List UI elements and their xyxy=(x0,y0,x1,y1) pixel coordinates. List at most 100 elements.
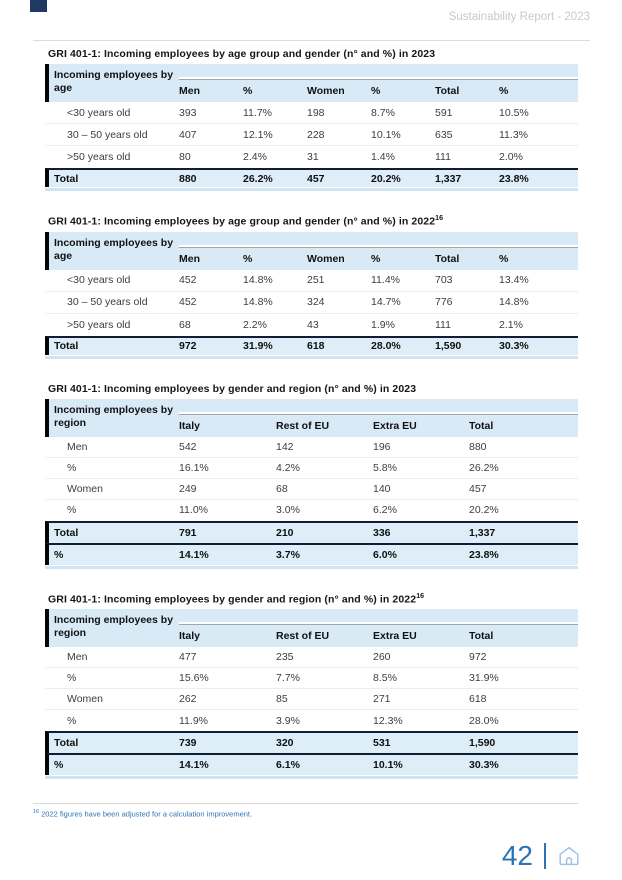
table-row: % 11.0% 3.0% 6.2% 20.2% xyxy=(45,500,578,521)
table-title: GRI 401-1: Incoming employees by age gro… xyxy=(48,48,436,60)
column-header: Extra EU xyxy=(373,630,417,642)
table-row: 30 – 50 years old 452 14.8% 324 14.7% 776 14.8… xyxy=(45,292,578,314)
column-header: Total xyxy=(469,419,494,432)
table-cell: 28.0% xyxy=(371,340,401,352)
table-cell: 457 xyxy=(307,172,325,185)
table: Incoming employees by region Italy Rest of… xyxy=(45,398,578,569)
table-cell: 3.0% xyxy=(276,504,300,516)
row-label: Total xyxy=(54,172,79,185)
table-cell: 20.2% xyxy=(469,504,499,516)
row-label: Women xyxy=(67,693,103,705)
column-header: % xyxy=(499,252,509,265)
table-cell: 142 xyxy=(276,440,294,453)
table-cell: 14.8% xyxy=(243,296,273,308)
table-cell: 10.1% xyxy=(371,128,401,141)
table-cell: 1,337 xyxy=(469,526,496,539)
header-divider xyxy=(179,64,578,80)
table-cell: 1,590 xyxy=(435,340,462,352)
row-label: 30 – 50 years old xyxy=(67,296,148,308)
table: Incoming employees by age Men% Women% Total… xyxy=(45,64,578,191)
table-header-columns: Italy Rest of EU Extra EU Total xyxy=(179,609,578,647)
footnote: 16 2022 figures have been adjusted for a … xyxy=(33,809,578,819)
table-cell: 8.7% xyxy=(371,106,395,119)
home-icon[interactable] xyxy=(557,845,581,867)
table-cell: 11.9% xyxy=(179,714,208,727)
table-header-columns: Men% Women% Total% xyxy=(179,232,578,270)
report-title: Sustainability Report - 2023 xyxy=(448,11,590,23)
table-cell: 111 xyxy=(435,151,451,163)
header-rule xyxy=(33,40,590,41)
table-cell: 880 xyxy=(179,172,197,185)
table-cell: 591 xyxy=(435,106,453,119)
row-label: Men xyxy=(67,651,88,663)
table-section-region-2023: GRI 401-1: Incoming employees by gender … xyxy=(33,383,578,569)
table-cell: 618 xyxy=(307,340,325,352)
total-row: Total 880 26.2% 457 20.2% 1,337 23.8% xyxy=(45,168,578,187)
row-label: Total xyxy=(54,340,79,352)
total-row: Total 739 320 531 1,590 xyxy=(45,731,578,753)
table-cell: 4.2% xyxy=(276,461,300,474)
footnote-marker: 16 xyxy=(33,809,40,815)
table-cell: 26.2% xyxy=(243,172,273,185)
column-headers: Italy Rest of EU Extra EU Total xyxy=(179,415,578,437)
total-row: Total 791 210 336 1,337 xyxy=(45,520,578,543)
table-cell: 271 xyxy=(373,693,391,705)
column-header: Italy xyxy=(179,419,201,432)
table-cell: 1.4% xyxy=(371,151,395,163)
title-footnote-marker: 16 xyxy=(435,215,444,222)
table-cell: 6.0% xyxy=(373,548,397,561)
column-headers: Men% Women% Total% xyxy=(179,80,578,102)
footer-separator xyxy=(544,843,546,869)
row-label: >50 years old xyxy=(67,318,131,331)
column-headers: Men% Women% Total% xyxy=(179,248,578,270)
table-cell: 262 xyxy=(179,693,197,705)
table-cell: 2.1% xyxy=(499,318,523,331)
table-cell: 457 xyxy=(469,482,487,495)
table-cell: 11.4% xyxy=(371,274,400,286)
table-cell: 542 xyxy=(179,440,197,453)
column-header: Women xyxy=(307,252,345,265)
table-cell: 31.9% xyxy=(469,672,499,684)
header-divider xyxy=(179,232,578,248)
row-label: % xyxy=(54,548,64,561)
table-cell: 14.1% xyxy=(179,759,209,771)
table-cell: 12.1% xyxy=(243,128,273,141)
table-cell: 235 xyxy=(276,651,294,663)
table-cell: 972 xyxy=(179,340,197,352)
table-cell: 1.9% xyxy=(371,318,395,331)
column-header: Men xyxy=(179,85,200,97)
table-section-region-2022: GRI 401-1: Incoming employees by gender … xyxy=(33,593,578,780)
table-cell: 1,337 xyxy=(435,172,462,185)
table-cell: 320 xyxy=(276,737,294,749)
table-cell: 111 xyxy=(435,318,451,331)
table: Incoming employees by region Italy Rest of… xyxy=(45,609,578,779)
row-group-label: Incoming employees by age xyxy=(54,236,174,262)
column-header: % xyxy=(499,85,509,97)
table-cell: 10.5% xyxy=(499,106,529,119)
column-header: Rest of EU xyxy=(276,630,330,642)
table-cell: 14.7% xyxy=(371,296,401,308)
table-row: % 16.1% 4.2% 5.8% 26.2% xyxy=(45,458,578,479)
title-footnote-marker: 16 xyxy=(416,592,425,600)
table-row: Women 262 85 271 618 xyxy=(45,689,578,710)
table-cell: 2.2% xyxy=(243,318,267,331)
column-header: Men xyxy=(179,252,200,265)
table-cell: 5.8% xyxy=(373,461,397,474)
table-cell: 68 xyxy=(276,482,288,495)
table-cell: 16.1% xyxy=(179,461,209,474)
row-label: 30 – 50 years old xyxy=(67,128,148,141)
row-label: <30 years old xyxy=(67,274,131,286)
table-cell: 739 xyxy=(179,737,197,749)
row-label: % xyxy=(67,504,77,516)
table-cell: 68 xyxy=(179,318,191,331)
column-header: Total xyxy=(469,630,494,642)
table-cell: 336 xyxy=(373,526,391,539)
table-title: GRI 401-1: Incoming employees by gender … xyxy=(48,592,425,606)
table-cell: 31.9% xyxy=(243,340,273,352)
table-cell: 251 xyxy=(307,274,325,286)
column-header: % xyxy=(243,252,253,265)
table-row: <30 years old 393 11.7% 198 8.7% 591 10.5% xyxy=(45,102,578,124)
table-cell: 14.8% xyxy=(243,274,273,286)
table-cell: 618 xyxy=(469,693,487,705)
table-cell: 196 xyxy=(373,440,391,453)
